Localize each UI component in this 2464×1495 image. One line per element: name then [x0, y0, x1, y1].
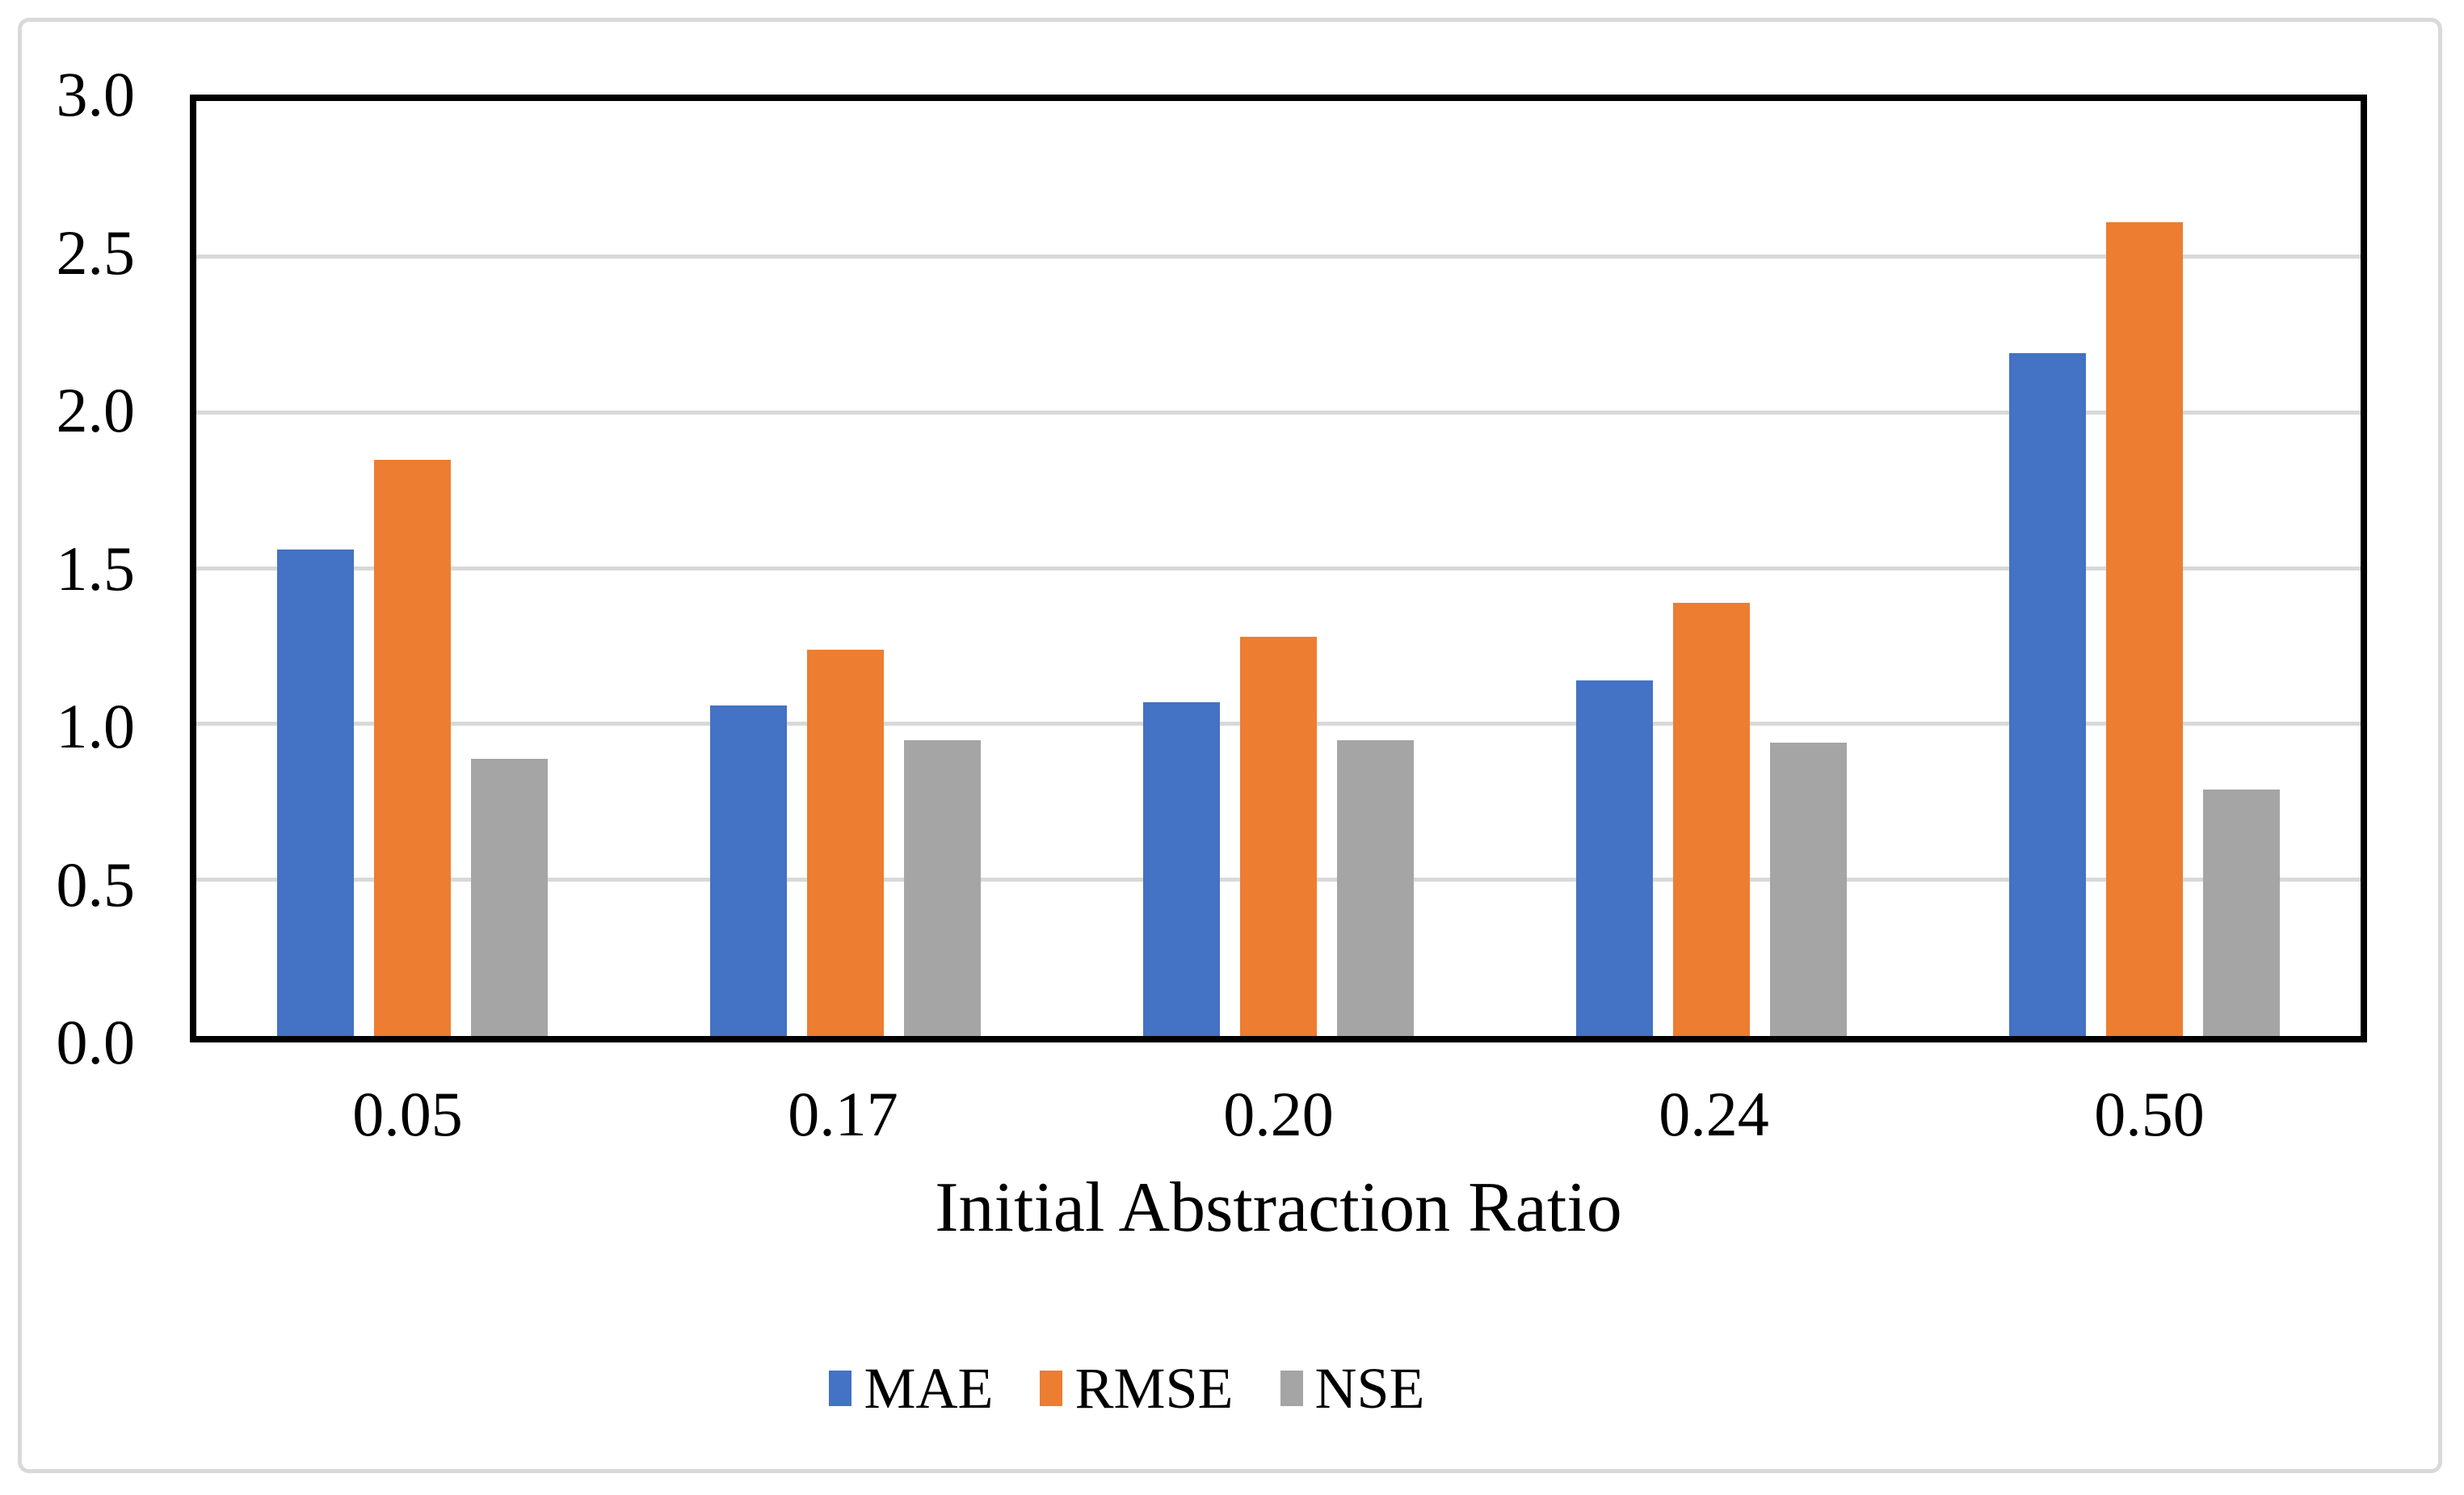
- y-tick-label: 0.5: [56, 849, 136, 920]
- legend-item-rmse: RMSE: [1040, 1356, 1234, 1421]
- bar-mae-0.20: [1142, 702, 1220, 1036]
- legend-label: MAE: [864, 1356, 994, 1421]
- x-tick-label: 0.24: [1659, 1079, 1769, 1149]
- y-tick-label: 2.5: [56, 217, 136, 288]
- legend-item-mae: MAE: [829, 1359, 993, 1417]
- bar-group-0.20: [1062, 101, 1495, 1036]
- y-tick-label: 3.0: [56, 59, 136, 129]
- bar-nse-0.17: [904, 739, 982, 1036]
- gridline: [196, 254, 2361, 259]
- bar-mae-0.50: [2008, 353, 2086, 1036]
- y-tick-label: 1.5: [56, 533, 136, 604]
- x-tick-label: 0.17: [788, 1079, 898, 1149]
- bar-mae-0.17: [710, 705, 788, 1036]
- y-tick-label: 1.0: [56, 691, 136, 761]
- legend-label: NSE: [1314, 1356, 1425, 1421]
- bar-nse-0.20: [1336, 739, 1414, 1036]
- bar-rmse-0.05: [374, 459, 452, 1036]
- bar-nse-0.50: [2202, 790, 2280, 1036]
- bar-group-0.17: [629, 101, 1062, 1036]
- gridline: [196, 566, 2361, 571]
- x-axis-title: Initial Abstraction Ratio: [935, 1169, 1622, 1247]
- bar-group-0.50: [1928, 101, 2361, 1036]
- plot-area: [190, 95, 2367, 1042]
- legend-item-nse: NSE: [1280, 1359, 1425, 1417]
- bar-mae-0.24: [1575, 680, 1653, 1036]
- legend-swatch-icon: [1040, 1371, 1063, 1406]
- legend-label: RMSE: [1074, 1356, 1234, 1421]
- x-tick-label: 0.20: [1223, 1079, 1334, 1149]
- x-tick-label: 0.05: [352, 1079, 463, 1149]
- bar-nse-0.05: [471, 758, 549, 1036]
- bar-groups: [196, 101, 2361, 1036]
- y-axis-tick-labels: 3.0 2.5 2.0 1.5 1.0 0.5 0.0: [0, 0, 136, 1495]
- bar-mae-0.05: [277, 550, 355, 1036]
- y-tick-label: 0.0: [56, 1007, 136, 1077]
- bar-rmse-0.20: [1239, 637, 1317, 1036]
- legend: MAE RMSE NSE: [0, 1359, 2359, 1417]
- plot-inner: [196, 101, 2361, 1036]
- gridline: [196, 410, 2361, 415]
- legend-swatch-icon: [829, 1371, 852, 1406]
- bar-rmse-0.50: [2105, 222, 2183, 1036]
- bar-nse-0.24: [1769, 743, 1847, 1036]
- bar-group-0.05: [196, 101, 629, 1036]
- legend-swatch-icon: [1280, 1371, 1303, 1406]
- x-axis-tick-labels: 0.05 0.17 0.20 0.24 0.50: [190, 1076, 2367, 1152]
- bar-rmse-0.24: [1672, 602, 1750, 1036]
- y-tick-label: 2.0: [56, 375, 136, 445]
- bar-group-0.24: [1495, 101, 1928, 1036]
- bar-rmse-0.17: [807, 649, 885, 1036]
- x-tick-label: 0.50: [2094, 1079, 2205, 1149]
